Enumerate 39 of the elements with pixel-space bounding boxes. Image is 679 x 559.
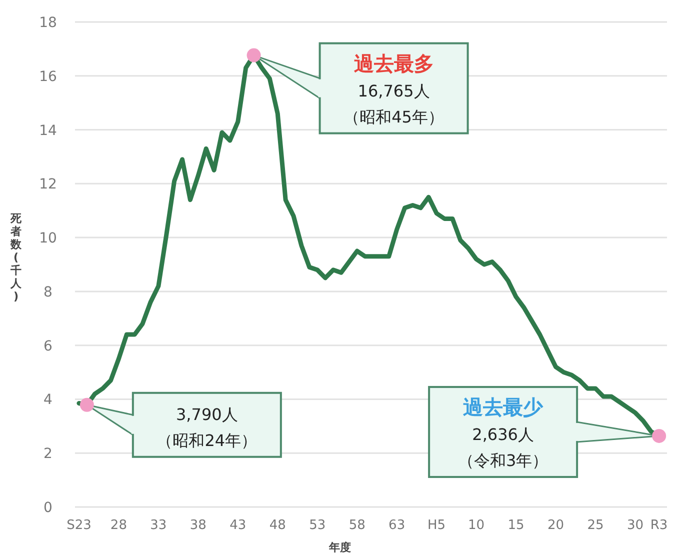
y-tick-label: 2 — [44, 446, 52, 462]
x-tick-label: 15 — [508, 518, 524, 533]
annotation: 過去最少 — [462, 394, 544, 419]
point — [80, 398, 94, 412]
x-tick-label: 58 — [348, 518, 366, 533]
annotation: 過去最多 — [352, 51, 434, 76]
y-tick-label: 4 — [44, 392, 53, 408]
x-tick-label: 38 — [190, 518, 206, 533]
annotation: （令和3年） — [458, 450, 548, 470]
y-tick-label: 6 — [44, 338, 53, 354]
x-tick-label: 28 — [110, 518, 127, 533]
annotation: 2,636人 — [472, 424, 534, 444]
annotation: 3,790人 — [176, 404, 238, 424]
x-tick-label: 43 — [230, 518, 246, 533]
x-tick-label: 20 — [547, 518, 564, 533]
point — [246, 48, 261, 62]
x-tick-label: H5 — [428, 518, 446, 533]
y-tick-label: 16 — [39, 68, 57, 85]
y-tick-label: 14 — [39, 122, 57, 139]
y-tick-label: 18 — [39, 15, 57, 31]
x-tick-label: R3 — [650, 518, 668, 533]
x-tick-label: 25 — [587, 518, 604, 533]
annotation: 16,765人 — [358, 81, 430, 100]
x-tick-label: 10 — [468, 518, 485, 533]
x-tick-label: S23 — [66, 518, 92, 533]
x-axis-title: 年度 — [328, 541, 351, 554]
annotation: （昭和45年） — [344, 107, 444, 126]
y-axis-title: 死者数(千人) — [10, 212, 22, 303]
x-tick-label: 63 — [388, 518, 406, 533]
y-tick-label: 10 — [39, 230, 57, 247]
x-tick-label: 48 — [269, 518, 286, 533]
x-tick-label: 33 — [150, 518, 167, 533]
point — [652, 428, 666, 443]
x-tick-label: 30 — [626, 518, 644, 533]
y-tick-label: 8 — [44, 284, 52, 300]
annotation: （昭和24年） — [156, 430, 258, 450]
x-tick-label: 53 — [309, 518, 326, 533]
y-tick-label: 12 — [39, 176, 57, 193]
y-tick-label: 0 — [44, 500, 52, 516]
